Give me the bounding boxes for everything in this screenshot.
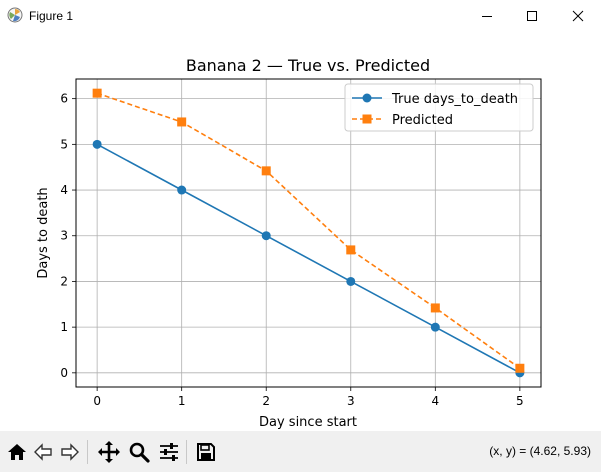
maximize-button[interactable] [509, 0, 555, 31]
x-tick-label: 4 [431, 394, 439, 408]
zoom-icon [129, 442, 150, 463]
window-titlebar: Figure 1 [0, 0, 601, 31]
configure-subplots-button[interactable] [156, 439, 182, 465]
minimize-icon [482, 15, 492, 17]
predicted-data-point [92, 88, 102, 98]
save-icon [197, 443, 215, 461]
true-data-point [261, 231, 271, 241]
predicted-data-point [261, 166, 271, 176]
toolbar-separator [186, 440, 187, 464]
predicted-data-point [430, 303, 440, 313]
true-data-point [430, 322, 440, 332]
ticks: 0 1 2 3 4 5 0 1 2 3 4 5 6 [60, 92, 523, 408]
legend-label-true: True days_to_death [391, 92, 518, 107]
close-button[interactable] [555, 0, 601, 31]
close-icon [572, 10, 584, 21]
line-chart: Banana 2 — True vs. Predicted 0 1 2 3 4 5 0 1 2 3… [36, 56, 542, 430]
forward-button[interactable] [57, 439, 83, 465]
x-axis-label: Day since start [259, 415, 357, 430]
x-tick-label: 2 [262, 394, 270, 408]
forward-arrow-icon [61, 443, 79, 461]
back-button[interactable] [30, 439, 56, 465]
y-axis-label: Days to death [36, 187, 51, 278]
x-tick-label: 3 [347, 394, 355, 408]
x-tick-label: 1 [178, 394, 186, 408]
y-tick-label: 6 [60, 92, 68, 106]
axes-frame [75, 78, 542, 388]
navigation-toolbar: (x, y) = (4.62, 5.93) [0, 431, 601, 472]
true-data-point [92, 139, 102, 149]
legend-box [344, 83, 534, 132]
back-arrow-icon [34, 443, 52, 461]
legend-marker-true [362, 93, 372, 103]
x-tick-label: 5 [516, 394, 524, 408]
cursor-coordinates: (x, y) = (4.62, 5.93) [489, 444, 591, 458]
pan-icon [98, 441, 120, 463]
true-data-point [177, 185, 187, 195]
home-button[interactable] [4, 439, 30, 465]
maximize-icon [527, 10, 537, 21]
home-icon [8, 444, 26, 460]
true-series-line [96, 143, 521, 374]
series [92, 88, 525, 378]
predicted-data-point [515, 363, 525, 373]
y-tick-label: 1 [60, 320, 68, 334]
zoom-button[interactable] [126, 439, 152, 465]
toolbar-separator [87, 440, 88, 464]
predicted-data-point [177, 117, 187, 127]
predicted-series-line [96, 92, 521, 369]
y-tick-label: 4 [60, 183, 68, 197]
minimize-button[interactable] [464, 0, 510, 31]
window-title: Figure 1 [29, 9, 74, 23]
save-button[interactable] [193, 439, 219, 465]
legend-label-predicted: Predicted [392, 113, 453, 128]
y-tick-label: 3 [60, 229, 68, 243]
legend-marker-predicted [362, 114, 372, 124]
chart-title: Banana 2 — True vs. Predicted [186, 56, 430, 75]
figure-canvas[interactable]: Banana 2 — True vs. Predicted 0 1 2 3 4 5 0 1 2 3… [0, 31, 601, 431]
true-data-point [346, 276, 356, 286]
y-tick-label: 2 [60, 274, 68, 288]
y-tick-label: 5 [60, 137, 68, 151]
y-tick-label: 0 [60, 366, 68, 380]
matplotlib-figure-icon [7, 7, 23, 23]
legend: True days_to_death Predicted [344, 83, 534, 132]
configure-subplots-icon [160, 443, 178, 461]
x-tick-label: 0 [93, 394, 101, 408]
predicted-data-point [346, 245, 356, 255]
pan-button[interactable] [96, 439, 122, 465]
